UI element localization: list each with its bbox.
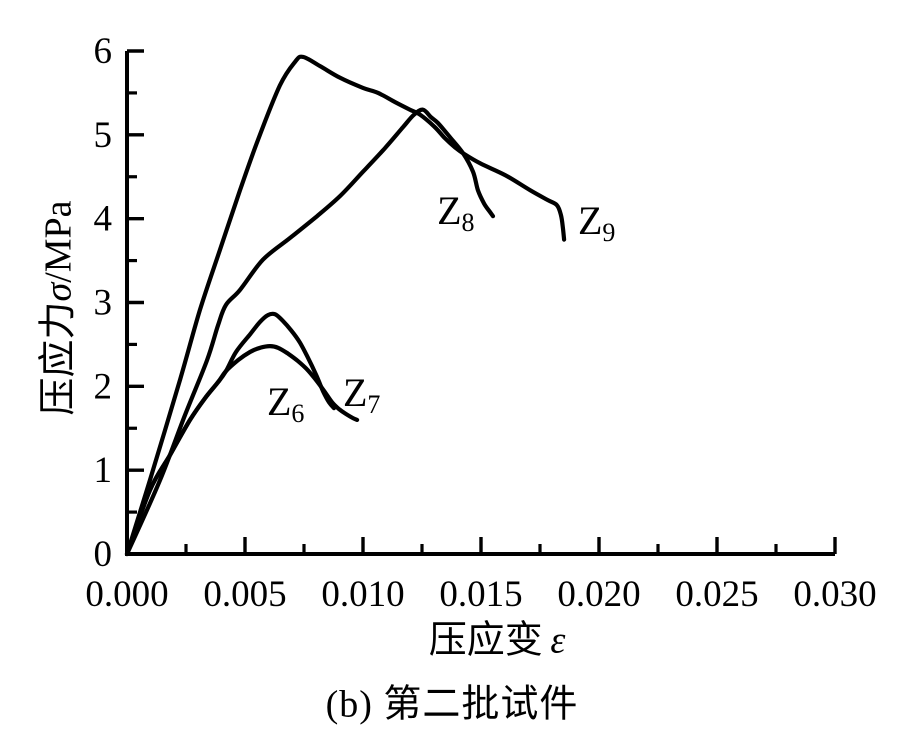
x-tick-label: 0.015 xyxy=(439,574,522,615)
curve-label-main: Z xyxy=(437,188,462,234)
curve-label-Z8: Z8 xyxy=(437,191,474,236)
x-tick-label: 0.005 xyxy=(203,574,286,615)
x-axis-title: 压应变 ε xyxy=(429,609,566,664)
axes xyxy=(125,51,835,556)
curve-label-Z7: Z7 xyxy=(343,373,380,418)
curve-label-Z6: Z6 xyxy=(267,382,304,427)
x-tick-label: 0.030 xyxy=(793,574,876,615)
x-axis-title-text: 压应变 xyxy=(428,619,543,662)
curve-Z6 xyxy=(124,311,337,557)
x-tick-label: 0.010 xyxy=(321,574,404,615)
curve-label-subscript: 9 xyxy=(602,218,616,248)
figure-caption: (b) 第二批试件 xyxy=(325,683,579,726)
x-axis-epsilon-symbol: ε xyxy=(550,619,566,662)
y-tick-label: 0 xyxy=(94,534,113,575)
curve-label-subscript: 6 xyxy=(291,399,305,429)
curve-label-subscript: 8 xyxy=(461,208,475,238)
curve-Z8 xyxy=(124,107,496,557)
y-tick-label: 6 xyxy=(94,31,113,72)
y-tick-label: 5 xyxy=(94,115,113,156)
y-axis-title-text: 压应力 xyxy=(37,301,80,416)
y-axis-unit: /MPa xyxy=(37,200,80,283)
curve-label-Z9: Z9 xyxy=(578,201,615,246)
curve-Z9 xyxy=(124,54,567,557)
y-axis-title: 压应力σ/MPa xyxy=(27,200,82,415)
y-tick-label: 3 xyxy=(94,283,113,324)
y-tick-label: 4 xyxy=(94,199,113,240)
x-tick-label: 0.025 xyxy=(675,574,758,615)
x-tick-label: 0.000 xyxy=(85,574,168,615)
y-tick-label: 2 xyxy=(94,366,113,407)
curve-label-main: Z xyxy=(577,198,603,244)
y-axis-sigma-symbol: σ xyxy=(37,282,80,302)
curve-label-subscript: 7 xyxy=(367,390,381,420)
curve-label-main: Z xyxy=(266,379,292,425)
curve-label-main: Z xyxy=(342,370,368,416)
curve-Z7 xyxy=(124,344,360,557)
x-tick-label: 0.020 xyxy=(557,574,640,615)
y-tick-label: 1 xyxy=(94,450,113,491)
